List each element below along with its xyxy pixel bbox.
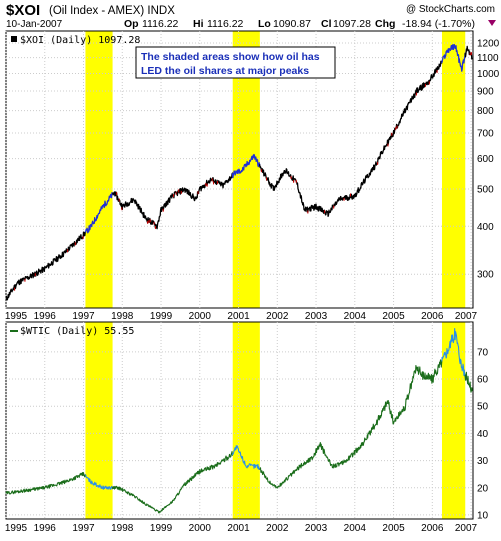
shaded-period bbox=[441, 322, 466, 519]
x-tick-label: 2007 bbox=[455, 311, 478, 322]
series-line bbox=[5, 231, 87, 301]
y-tick-label: 30 bbox=[477, 456, 489, 467]
y-tick-label: 500 bbox=[477, 185, 494, 196]
shaded-period bbox=[441, 31, 466, 308]
x-tick-label: 2001 bbox=[227, 523, 250, 534]
wtic-y-axis: 10 20 30 40 50 60 70 bbox=[477, 347, 489, 521]
y-tick-label: 10 bbox=[477, 510, 489, 521]
x-tick-label: 2006 bbox=[421, 523, 444, 534]
x-tick-label: 2004 bbox=[344, 311, 367, 322]
y-tick-label: 20 bbox=[477, 483, 489, 494]
highlighted-series-line bbox=[85, 474, 114, 490]
series-line bbox=[112, 172, 234, 230]
watermark: @ StockCharts.com bbox=[406, 4, 495, 15]
chart-header: $XOI (Oil Index - AMEX) INDX @ StockChar… bbox=[6, 2, 496, 30]
x-tick-label: 1998 bbox=[111, 311, 134, 322]
highlighted-series-line bbox=[441, 43, 467, 72]
x-tick-label: 1999 bbox=[150, 523, 173, 534]
x-tick-label: 2007 bbox=[455, 523, 478, 534]
xoi-x-axis: 1995 1996 1997 1998 1999 2000 2001 2002 2003 2004… bbox=[5, 311, 478, 322]
wtic-legend: $WTIC (Daily) 55.55 bbox=[20, 326, 134, 337]
y-tick-label: 900 bbox=[477, 87, 494, 98]
wtic-series bbox=[5, 328, 473, 514]
y-tick-label: 70 bbox=[477, 347, 489, 358]
symbol-label: $XOI bbox=[6, 2, 40, 19]
highlighted-series-line bbox=[231, 153, 261, 179]
shaded-period bbox=[85, 31, 113, 308]
x-tick-label: 1999 bbox=[150, 311, 173, 322]
y-tick-label: 700 bbox=[477, 128, 494, 139]
high-value: 1116.22 bbox=[207, 18, 244, 30]
x-tick-label: 1997 bbox=[72, 523, 95, 534]
x-tick-label: 1995 bbox=[5, 523, 28, 534]
y-tick-label: 1000 bbox=[477, 69, 500, 80]
wtic-panel: 10 20 30 40 50 60 70 $WTIC (Daily) 55.55 bbox=[5, 321, 489, 521]
annotation-frame bbox=[135, 46, 336, 79]
xoi-y-axis: 300 400 500 600 700 800 900 1000 1100 1200 bbox=[477, 39, 500, 281]
change-label: Chg bbox=[375, 18, 395, 30]
high-label: Hi bbox=[193, 18, 204, 30]
wtic-shaded-periods bbox=[85, 322, 466, 519]
close-label: Cl bbox=[321, 18, 332, 30]
y-tick-label: 50 bbox=[477, 402, 489, 413]
annotation-line-1: The shaded areas show how oil has bbox=[141, 51, 320, 63]
index-name: (Oil Index - AMEX) INDX bbox=[49, 5, 175, 17]
series-line bbox=[259, 357, 443, 489]
open-value: 1116.22 bbox=[142, 18, 179, 30]
series-line bbox=[464, 371, 473, 393]
x-tick-label: 2001 bbox=[227, 311, 250, 322]
x-tick-label: 1998 bbox=[111, 523, 134, 534]
y-tick-label: 300 bbox=[477, 270, 494, 281]
y-tick-label: 40 bbox=[477, 429, 489, 440]
low-value: 1090.87 bbox=[273, 18, 311, 30]
highlighted-series-line bbox=[231, 445, 261, 471]
series-line bbox=[111, 451, 234, 514]
y-tick-label: 400 bbox=[477, 222, 494, 233]
y-tick-label: 1200 bbox=[477, 39, 500, 50]
x-tick-label: 1997 bbox=[72, 311, 95, 322]
y-tick-label: 600 bbox=[477, 154, 494, 165]
xoi-legend-marker bbox=[11, 36, 17, 42]
x-tick-label: 2000 bbox=[189, 311, 212, 322]
y-tick-label: 1100 bbox=[477, 53, 499, 64]
x-tick-label: 2000 bbox=[189, 523, 212, 534]
xoi-series bbox=[5, 43, 473, 301]
close-value: 1097.28 bbox=[333, 18, 371, 30]
xoi-panel: 300 400 500 600 700 800 900 1000 1100 1200 $XOI (… bbox=[5, 30, 500, 309]
y-tick-label: 60 bbox=[477, 375, 489, 386]
x-tick-label: 1996 bbox=[34, 311, 57, 322]
change-value: -18.94 (-1.70%) bbox=[402, 18, 475, 30]
annotation-box: The shaded areas show how oil has LED th… bbox=[135, 46, 336, 79]
x-tick-label: 1996 bbox=[34, 523, 57, 534]
down-arrow-icon bbox=[488, 20, 496, 26]
y-tick-label: 800 bbox=[477, 106, 494, 117]
date-label: 10-Jan-2007 bbox=[6, 19, 63, 30]
x-tick-label: 2004 bbox=[344, 523, 367, 534]
x-tick-label: 2005 bbox=[382, 523, 405, 534]
x-tick-label: 2002 bbox=[266, 311, 289, 322]
series-line bbox=[5, 472, 86, 495]
highlighted-series-line bbox=[441, 328, 467, 381]
highlighted-series-line bbox=[84, 192, 114, 234]
series-line bbox=[258, 60, 443, 217]
x-tick-label: 1995 bbox=[5, 311, 28, 322]
xoi-legend: $XOI (Daily) 1097.28 bbox=[20, 35, 140, 46]
annotation-line-2: LED the oil shares at major peaks bbox=[141, 65, 309, 77]
x-tick-label: 2005 bbox=[382, 311, 405, 322]
open-label: Op bbox=[124, 18, 139, 30]
x-tick-label: 2003 bbox=[305, 311, 328, 322]
low-label: Lo bbox=[258, 18, 271, 30]
x-tick-label: 2006 bbox=[421, 311, 444, 322]
shaded-period bbox=[232, 322, 260, 519]
x-tick-label: 2002 bbox=[266, 523, 289, 534]
wtic-x-axis: 1995 1996 1997 1998 1999 2000 2001 2002 2003 2004… bbox=[5, 523, 478, 534]
x-tick-label: 2003 bbox=[305, 523, 328, 534]
xoi-gridlines bbox=[5, 31, 473, 308]
